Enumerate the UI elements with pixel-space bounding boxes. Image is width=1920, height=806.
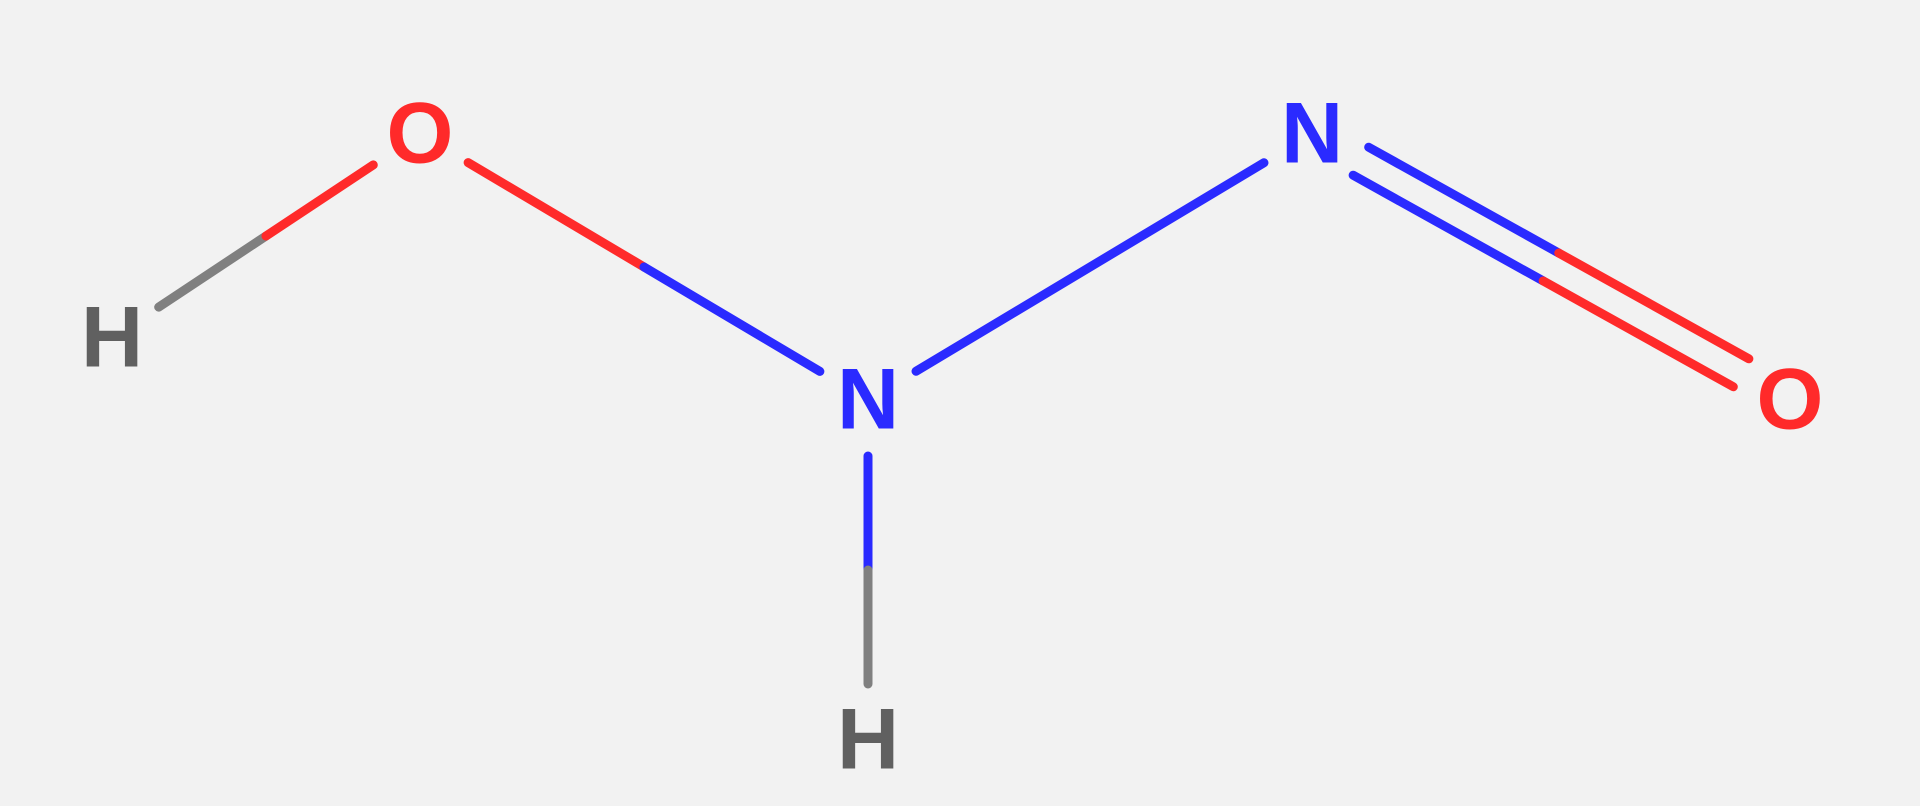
atom-h2: H	[837, 691, 899, 790]
molecule-canvas: H O N H N O	[0, 0, 1920, 806]
atom-n1: N	[837, 351, 899, 450]
atom-o1: O	[387, 85, 454, 184]
atom-h1: H	[81, 289, 143, 388]
atom-o2: O	[1757, 351, 1824, 450]
bond-layer	[0, 0, 1920, 806]
atom-n2: N	[1281, 85, 1343, 184]
